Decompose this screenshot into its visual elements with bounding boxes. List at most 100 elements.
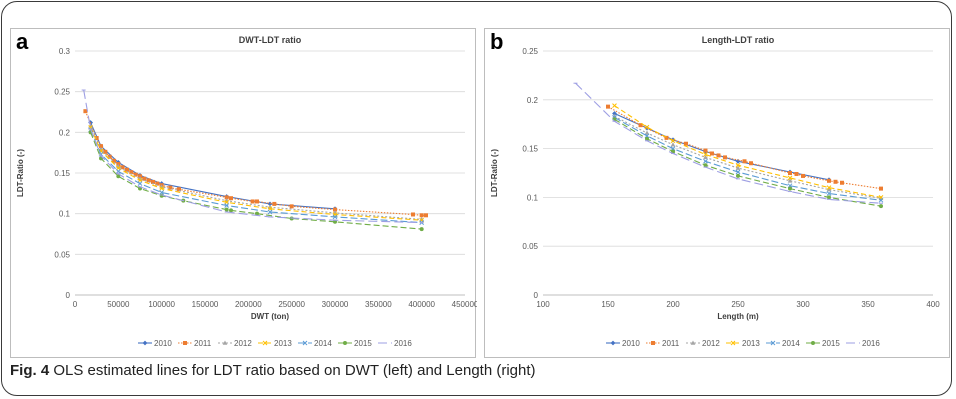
series-2010 [88, 120, 338, 212]
point-2011-28 [424, 213, 428, 218]
point-2015-2 [116, 174, 121, 179]
series-line-2014 [90, 129, 422, 224]
point-2012-1 [644, 130, 650, 135]
series-line-2014 [614, 116, 882, 201]
point-2011-2 [99, 144, 103, 149]
legend-label-2014: 2014 [782, 339, 800, 348]
point-2011-24 [289, 204, 294, 209]
caption-label: Fig. 4 [10, 362, 50, 379]
point-2015-11 [419, 227, 424, 232]
point-2011-5 [112, 158, 116, 163]
legend-label-2012: 2012 [234, 339, 252, 348]
point-2011-17 [168, 185, 173, 190]
point-2011-0 [606, 104, 610, 109]
y-axis-label: LDT-Ratio (-) [16, 149, 25, 197]
point-2014-1 [644, 133, 650, 139]
point-2013-4 [159, 186, 165, 191]
legend-item-2012: 2012 [218, 339, 252, 348]
point-2010-4 [735, 158, 741, 164]
point-2014-4 [735, 169, 741, 175]
series-line-2012 [614, 115, 882, 199]
point-2011-7 [120, 165, 125, 170]
point-2013-6 [826, 185, 832, 190]
point-2014-5 [787, 183, 793, 189]
panel-label-a: a [16, 29, 29, 54]
point-2011-12 [142, 176, 147, 181]
x-tick-label-4: 300 [796, 300, 810, 309]
point-2011-9 [749, 161, 753, 166]
point-2012-legend [690, 340, 696, 345]
point-2011-12 [801, 173, 805, 178]
point-2015-8 [255, 211, 259, 216]
x-axis-label: DWT (ton) [251, 312, 290, 321]
point-2010-legend [610, 340, 616, 346]
legend-item-2010: 2010 [606, 339, 640, 348]
point-2011-8 [742, 159, 747, 164]
point-2011-legend [651, 341, 655, 345]
point-2011-22 [255, 199, 259, 204]
y-tick-label-0: 0 [534, 291, 539, 300]
legend-label-2012: 2012 [702, 339, 720, 348]
y-tick-label-3: 0.15 [522, 145, 538, 154]
x-tick-label-9: 450000 [452, 300, 477, 309]
series-2011 [83, 109, 428, 218]
legend-item-2011: 2011 [646, 339, 680, 348]
x-tick-label-7: 350000 [365, 300, 392, 309]
point-2013-0 [612, 103, 617, 109]
legend-label-2016: 2016 [862, 339, 880, 348]
point-2011-13 [827, 178, 831, 183]
point-2011-4 [107, 154, 112, 159]
point-2011-1 [94, 136, 99, 141]
point-2011-19 [224, 195, 229, 200]
point-2012-5 [787, 178, 793, 183]
point-2010-0 [612, 111, 617, 116]
point-2014-3 [703, 158, 708, 164]
point-2015-3 [703, 163, 708, 168]
legend-item-2013: 2013 [258, 339, 292, 348]
point-2012-0 [612, 113, 617, 119]
point-2013-4 [735, 162, 741, 168]
point-2011-15 [840, 180, 844, 185]
point-2011-15 [155, 181, 160, 186]
legend-item-2014: 2014 [766, 339, 800, 348]
point-2014-6 [267, 209, 273, 215]
legend-item-2014: 2014 [298, 339, 332, 348]
point-2011-6 [716, 153, 721, 158]
point-2012-6 [826, 187, 832, 192]
point-2011-25 [333, 207, 337, 212]
legend-label-2011: 2011 [194, 339, 212, 348]
legend-label-2015: 2015 [354, 339, 372, 348]
series-line-2015 [90, 132, 422, 230]
chart-panel-a: 0 0.05 0.1 0.15 0.2 0.25 0.3 0 50000 100000 150000… [10, 28, 477, 358]
x-tick-label-6: 400 [926, 300, 940, 309]
point-2010-1 [644, 125, 650, 131]
point-2014-3 [137, 181, 143, 186]
x-tick-label-5: 350 [861, 300, 875, 309]
point-2011-9 [129, 170, 134, 175]
series-2015 [88, 130, 424, 232]
panel-label-b: b [490, 29, 504, 54]
point-2011-0 [83, 109, 88, 114]
point-2015-7 [229, 208, 233, 213]
point-2012-2 [670, 142, 676, 147]
point-2011-legend [183, 341, 187, 345]
series-2013 [612, 103, 884, 200]
point-2014-2 [670, 146, 676, 151]
point-2011-13 [146, 178, 151, 183]
x-tick-label-8: 400000 [408, 300, 435, 309]
point-2011-18 [177, 187, 181, 192]
legend-label-2015: 2015 [822, 339, 840, 348]
y-tick-label-0: 0 [66, 291, 71, 300]
x-tick-label-2: 100000 [148, 300, 175, 309]
point-2014-legend [770, 340, 776, 346]
series-2016 [573, 82, 883, 204]
legend-label-2010: 2010 [622, 339, 640, 348]
y-tick-label-5: 0.25 [522, 47, 538, 56]
length-ldt-chart: 0 0.05 0.1 0.15 0.2 0.25 100 150 200 250 300 350 400… [490, 35, 940, 348]
point-2013-5 [787, 175, 793, 181]
legend-item-2011: 2011 [178, 339, 212, 348]
point-2011-3 [684, 141, 688, 146]
series-line-2016 [575, 82, 882, 204]
series-line-2010 [614, 112, 830, 181]
dwt-ldt-chart: 0 0.05 0.1 0.15 0.2 0.25 0.3 0 50000 100000 150000… [16, 35, 477, 348]
